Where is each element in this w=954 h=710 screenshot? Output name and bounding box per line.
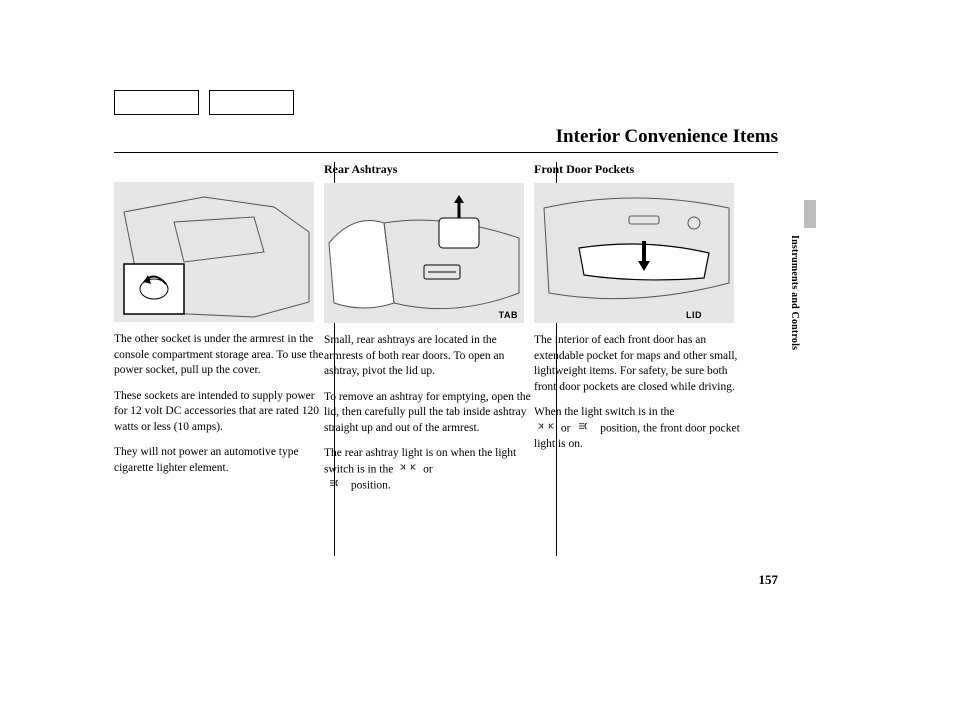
headlight-icon [576, 421, 594, 437]
page-title: Interior Convenience Items [556, 126, 778, 148]
col3-p2-b: or [561, 422, 573, 434]
col2-para-3: The rear ashtray light is on when the li… [324, 446, 534, 493]
figure-rear-ashtray: TAB [324, 183, 524, 323]
parking-light-icon [399, 462, 417, 478]
console-socket-illustration [114, 182, 314, 322]
door-pocket-illustration [534, 183, 734, 323]
columns: The other socket is under the armrest in… [114, 162, 778, 493]
rear-ashtray-illustration [324, 183, 524, 323]
figure-label-lid: LID [686, 310, 702, 320]
parking-light-icon [537, 421, 555, 437]
column-1: The other socket is under the armrest in… [114, 162, 324, 493]
side-tab [804, 200, 816, 228]
col1-para-1: The other socket is under the armrest in… [114, 332, 324, 379]
col2-para-1: Small, rear ashtrays are located in the … [324, 333, 534, 380]
col2-subhead: Rear Ashtrays [324, 162, 534, 177]
col3-p2-a: When the light switch is in the [534, 406, 675, 418]
page-number: 157 [759, 572, 779, 588]
side-section-label: Instruments and Controls [789, 235, 800, 350]
manual-page: Interior Convenience Items The other soc… [0, 0, 954, 710]
col3-para-2: When the light switch is in the or posit… [534, 405, 744, 452]
figure-console-socket [114, 182, 314, 322]
col3-subhead: Front Door Pockets [534, 162, 744, 177]
figure-label-tab: TAB [499, 310, 518, 320]
column-2: Rear Ashtrays TAB Small, rear ashtrays a… [324, 162, 534, 493]
col2-para-2: To remove an ashtray for emptying, open … [324, 390, 534, 437]
top-box-1 [114, 90, 199, 115]
top-box-row [114, 90, 294, 115]
col1-para-3: They will not power an automotive type c… [114, 445, 324, 476]
title-rule [114, 152, 778, 153]
col2-p3-b: or [423, 463, 433, 475]
col2-p3-c: position. [351, 479, 391, 491]
col1-para-2: These sockets are intended to supply pow… [114, 389, 324, 436]
col2-p3-a: The rear ashtray light is on when the li… [324, 447, 516, 475]
top-box-2 [209, 90, 294, 115]
headlight-icon [327, 478, 345, 494]
col3-para-1: The interior of each front door has an e… [534, 333, 744, 395]
figure-door-pocket: LID [534, 183, 734, 323]
column-3: Front Door Pockets LID The interior of e… [534, 162, 744, 493]
